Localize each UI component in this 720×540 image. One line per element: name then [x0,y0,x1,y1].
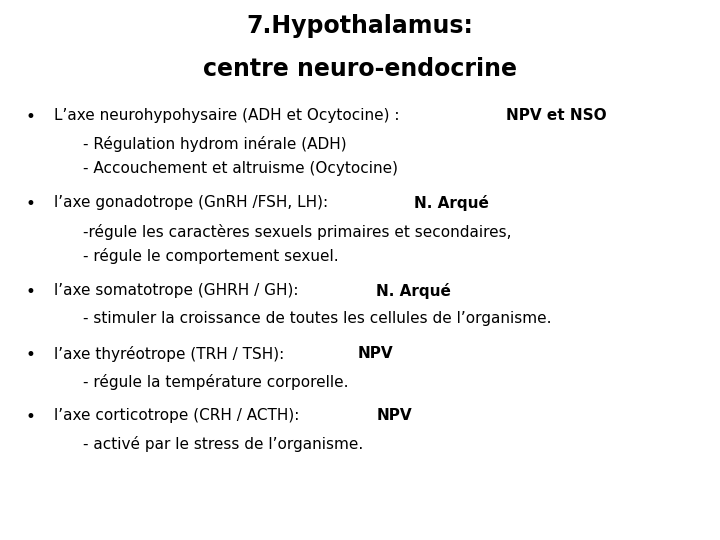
Text: - régule la température corporelle.: - régule la température corporelle. [83,374,348,390]
Text: •: • [25,108,35,126]
Text: •: • [25,408,35,426]
Text: centre neuro-endocrine: centre neuro-endocrine [203,57,517,80]
Text: NPV: NPV [357,346,393,361]
Text: NPV: NPV [377,408,413,423]
Text: N. Arqué: N. Arqué [376,283,451,299]
Text: - stimuler la croissance de toutes les cellules de l’organisme.: - stimuler la croissance de toutes les c… [83,311,552,326]
Text: l’axe somatotrope (GHRH / GH):: l’axe somatotrope (GHRH / GH): [54,283,303,298]
Text: - régule le comportement sexuel.: - régule le comportement sexuel. [83,248,338,265]
Text: NPV et NSO: NPV et NSO [506,108,607,123]
Text: •: • [25,346,35,363]
Text: L’axe neurohypohysaire (ADH et Ocytocine) :: L’axe neurohypohysaire (ADH et Ocytocine… [54,108,405,123]
Text: l’axe gonadotrope (GnRH /FSH, LH):: l’axe gonadotrope (GnRH /FSH, LH): [54,195,333,211]
Text: - activé par le stress de l’organisme.: - activé par le stress de l’organisme. [83,436,363,453]
Text: - Régulation hydrom inérale (ADH): - Régulation hydrom inérale (ADH) [83,136,346,152]
Text: 7.Hypothalamus:: 7.Hypothalamus: [246,14,474,37]
Text: l’axe corticotrope (CRH / ACTH):: l’axe corticotrope (CRH / ACTH): [54,408,305,423]
Text: l’axe thyréotrope (TRH / TSH):: l’axe thyréotrope (TRH / TSH): [54,346,289,362]
Text: •: • [25,195,35,213]
Text: N. Arqué: N. Arqué [414,195,489,212]
Text: - Accouchement et altruisme (Ocytocine): - Accouchement et altruisme (Ocytocine) [83,161,397,176]
Text: -régule les caractères sexuels primaires et secondaires,: -régule les caractères sexuels primaires… [83,224,511,240]
Text: •: • [25,283,35,301]
